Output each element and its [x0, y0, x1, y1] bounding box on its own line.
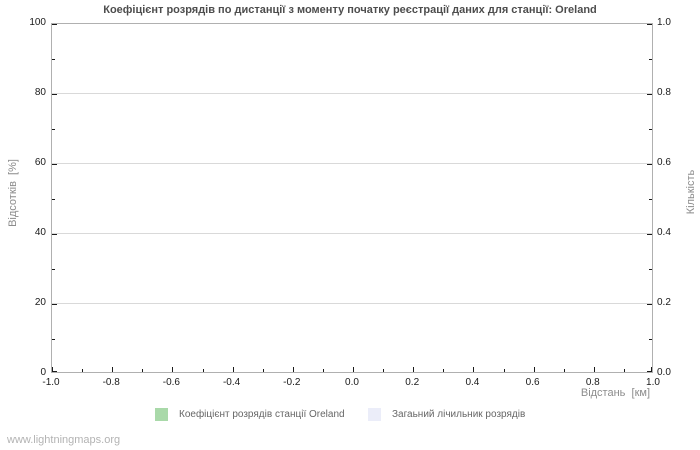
x-tick-label: 1.0: [646, 377, 660, 388]
y-major-tick-left: [52, 371, 57, 372]
y-tick-label-left: 100: [29, 17, 46, 28]
y-minor-tick-left: [52, 339, 55, 340]
x-major-tick: [651, 367, 652, 372]
legend-item-total-counter: Загаьний лічильник розрядів: [368, 408, 525, 421]
x-minor-tick: [203, 369, 204, 372]
y-minor-tick-left: [52, 199, 55, 200]
y-tick-label-right: 0.8: [657, 87, 671, 98]
x-minor-tick: [323, 369, 324, 372]
h-gridline: [52, 163, 652, 164]
x-major-tick: [534, 367, 535, 372]
x-tick-label: -1.0: [42, 377, 60, 388]
x-major-tick: [52, 367, 53, 372]
y-tick-label-left: 0: [40, 367, 46, 378]
chart-title: Коефіцієнт розрядів по дистанції з момен…: [103, 4, 597, 16]
y-major-tick-right: [647, 24, 652, 25]
x-major-tick: [112, 367, 113, 372]
y-tick-label-left: 20: [34, 297, 46, 308]
x-minor-tick: [142, 369, 143, 372]
legend-item-station-ratio: Коефіцієнт розрядів станції Oreland: [155, 408, 345, 421]
x-major-tick: [473, 367, 474, 372]
y-major-tick-right: [647, 164, 652, 165]
y-axis-label-left: Відсотків [%]: [7, 159, 19, 227]
y-tick-label-left: 80: [34, 87, 46, 98]
h-gridline: [52, 93, 652, 94]
watermark-link[interactable]: www.lightningmaps.org: [7, 434, 121, 446]
y-major-tick-left: [52, 24, 57, 25]
x-tick-label: 0.8: [585, 377, 600, 388]
y-minor-tick-right: [649, 59, 652, 60]
y-axis-label-right: Кількість: [685, 169, 697, 215]
y-minor-tick-left: [52, 269, 55, 270]
y-tick-label-right: 0.0: [657, 367, 671, 378]
y-minor-tick-right: [649, 129, 652, 130]
x-major-tick: [233, 367, 234, 372]
x-tick-label: 0.4: [465, 377, 480, 388]
x-minor-tick: [564, 369, 565, 372]
x-tick-label: -0.6: [162, 377, 180, 388]
y-minor-tick-left: [52, 129, 55, 130]
x-minor-tick: [383, 369, 384, 372]
y-major-tick-right: [647, 371, 652, 372]
x-minor-tick: [624, 369, 625, 372]
y-major-tick-right: [647, 94, 652, 95]
y-tick-label-right: 1.0: [657, 17, 671, 28]
y-major-tick-right: [647, 234, 652, 235]
y-major-tick-left: [52, 234, 57, 235]
x-major-tick: [594, 367, 595, 372]
y-major-tick-left: [52, 304, 57, 305]
x-major-tick: [293, 367, 294, 372]
y-minor-tick-right: [649, 269, 652, 270]
x-minor-tick: [82, 369, 83, 372]
y-minor-tick-left: [52, 59, 55, 60]
x-minor-tick: [504, 369, 505, 372]
y-major-tick-left: [52, 94, 57, 95]
y-minor-tick-right: [649, 199, 652, 200]
h-gridline: [52, 303, 652, 304]
y-major-tick-right: [647, 304, 652, 305]
legend-label-total-counter: Загаьний лічильник розрядів: [392, 409, 526, 420]
y-tick-label-left: 40: [34, 227, 46, 238]
legend-label-station-ratio: Коефіцієнт розрядів станції Oreland: [179, 409, 345, 420]
y-major-tick-left: [52, 164, 57, 165]
x-tick-label: -0.8: [102, 377, 120, 388]
x-tick-label: 0.6: [525, 377, 540, 388]
y-tick-label-left: 60: [34, 157, 46, 168]
x-tick-label: 0.0: [345, 377, 359, 388]
y-tick-label-right: 0.2: [657, 297, 671, 308]
y-tick-label-right: 0.4: [657, 227, 671, 238]
y-tick-label-right: 0.6: [657, 157, 671, 168]
x-minor-tick: [443, 369, 444, 372]
h-gridline: [52, 233, 652, 234]
x-major-tick: [172, 367, 173, 372]
x-tick-label: 0.2: [405, 377, 420, 388]
x-axis-label: Відстань [км]: [580, 387, 650, 399]
x-major-tick: [413, 367, 414, 372]
legend-swatch-total-counter: [368, 408, 381, 421]
y-minor-tick-right: [649, 339, 652, 340]
x-major-tick: [353, 367, 354, 372]
x-minor-tick: [263, 369, 264, 372]
legend-swatch-station-ratio: [155, 408, 168, 421]
x-tick-label: -0.2: [283, 377, 301, 388]
plot-area: [51, 23, 653, 373]
x-tick-label: -0.4: [222, 377, 241, 388]
